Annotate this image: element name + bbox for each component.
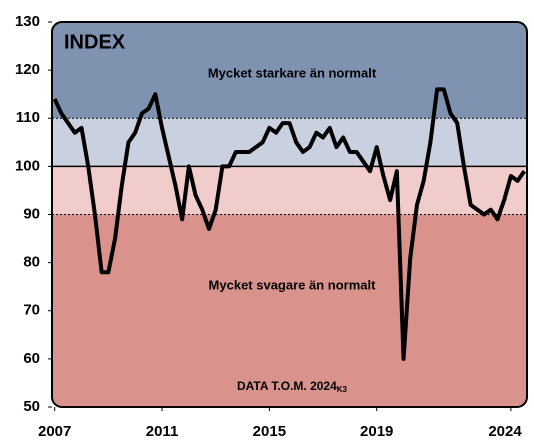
annotation: Mycket svagare än normalt: [209, 277, 377, 292]
plot: [52, 22, 527, 407]
x-tick-label: 2007: [38, 423, 71, 440]
y-tick-label: 100: [15, 157, 40, 174]
y-tick-label: 110: [16, 109, 40, 126]
line: [52, 87, 526, 361]
band: [52, 214, 527, 407]
y-tick-label: 60: [23, 350, 40, 367]
y-tick-label: 130: [15, 13, 40, 30]
annotation-text: DATA T.O.M. 2024: [237, 379, 337, 393]
y-tick-label: 50: [23, 398, 40, 415]
band: [52, 166, 527, 215]
x-tick-label: 2019: [360, 423, 393, 440]
y-tick-label: 90: [23, 205, 40, 222]
x-tick-label: 2024: [488, 423, 522, 440]
annotation-sub: K3: [337, 385, 348, 394]
chart-title: INDEX: [64, 31, 126, 53]
y-tick-label: 80: [23, 254, 40, 271]
x-tick-label: 2011: [146, 423, 179, 440]
annotation: Mycket starkare än normalt: [208, 65, 377, 80]
x-tick-label: 2015: [253, 423, 286, 440]
y-tick-label: 70: [23, 302, 40, 319]
y-tick-label: 120: [15, 61, 40, 78]
annotation: DATA T.O.M. 2024K3: [237, 379, 348, 394]
